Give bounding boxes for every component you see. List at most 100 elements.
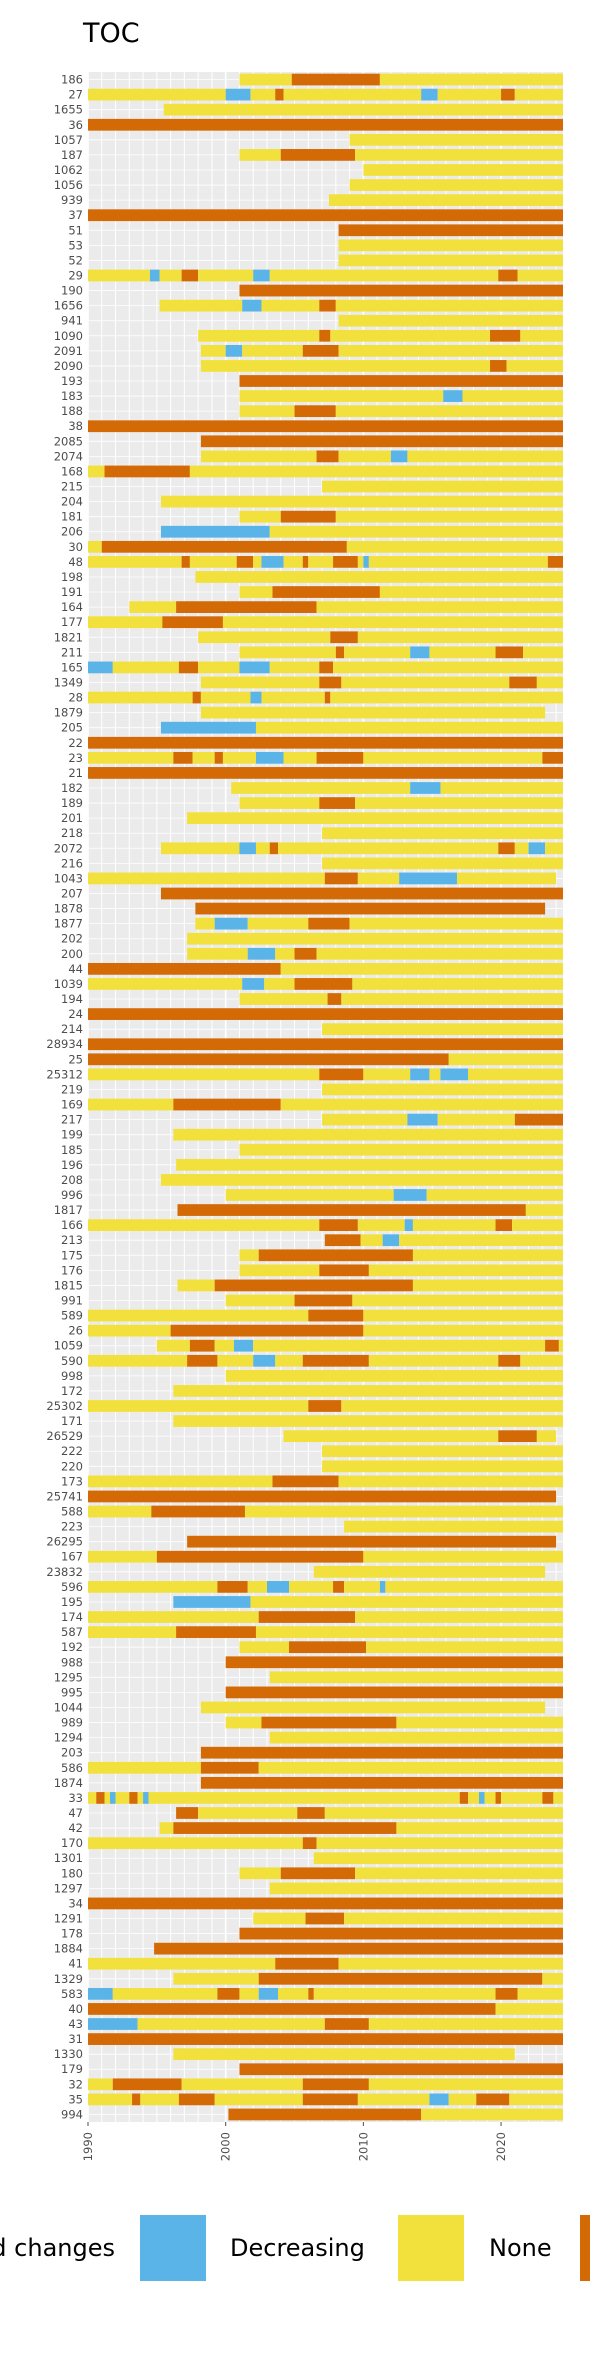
trend-segment <box>456 872 557 885</box>
trend-segment <box>88 872 325 885</box>
trend-segment <box>368 556 548 568</box>
trend-segment <box>368 2078 563 2091</box>
site-row <box>88 2033 563 2045</box>
trend-segment <box>163 103 563 116</box>
trend-segment <box>346 540 563 553</box>
site-row <box>173 1972 563 1985</box>
trend-segment <box>495 2003 563 2015</box>
site-row <box>156 1339 563 1352</box>
trend-segment <box>88 1611 259 1623</box>
y-tick-label: 22 <box>68 736 83 750</box>
site-row <box>269 1882 563 1895</box>
y-tick-label: 166 <box>61 1218 83 1232</box>
legend: and changes Decreasing None <box>0 2215 590 2281</box>
site-row <box>88 1792 563 1804</box>
site-row <box>322 1445 563 1458</box>
trend-segment <box>88 962 281 975</box>
site-row <box>88 1550 563 1563</box>
trend-segment <box>247 917 309 930</box>
trend-segment <box>324 2018 369 2030</box>
trend-segment <box>322 480 563 493</box>
site-row <box>239 375 563 387</box>
site-row <box>225 1686 563 1699</box>
trend-segment <box>198 631 331 644</box>
site-row <box>163 103 563 116</box>
trend-segment <box>192 751 215 764</box>
y-tick-label: 217 <box>61 1113 83 1127</box>
site-row <box>225 1656 563 1669</box>
trend-segment <box>160 842 240 855</box>
trend-segment <box>149 269 160 282</box>
trend-segment <box>272 1475 339 1488</box>
trend-segment <box>200 691 251 704</box>
trend-segment <box>239 646 336 659</box>
trend-segment <box>514 88 563 101</box>
y-tick-label: 23832 <box>46 1565 83 1579</box>
trend-segment <box>357 2093 430 2106</box>
site-row <box>322 1113 563 1126</box>
legend-key-increasing <box>580 2215 590 2281</box>
y-tick-label: 211 <box>61 645 83 659</box>
site-row <box>269 1731 563 1744</box>
site-row <box>88 1324 563 1337</box>
trend-segment <box>308 556 334 568</box>
trend-segment <box>239 2063 563 2076</box>
trend-segment <box>495 1792 502 1804</box>
trend-segment <box>225 1656 563 1669</box>
site-row <box>88 736 563 749</box>
trend-segment <box>156 1339 190 1352</box>
trend-segment <box>335 405 563 418</box>
trend-segment <box>412 1249 563 1262</box>
y-tick-label: 191 <box>61 585 83 599</box>
trend-segment <box>440 782 563 794</box>
trend-segment <box>88 1897 563 1910</box>
y-tick-label: 1301 <box>54 1851 83 1865</box>
y-tick-label: 186 <box>61 73 83 87</box>
trend-segment <box>159 269 182 282</box>
trend-segment <box>225 344 243 357</box>
y-tick-label: 202 <box>61 932 83 946</box>
site-row <box>160 887 563 900</box>
trend-segment <box>258 1761 563 1774</box>
y-tick-label: 28 <box>68 691 83 705</box>
y-tick-label: 164 <box>61 600 83 614</box>
trend-segment <box>239 73 292 86</box>
trend-segment <box>217 1581 248 1593</box>
trend-segment <box>222 616 563 629</box>
site-row <box>338 254 563 267</box>
y-tick-label: 1878 <box>54 902 83 916</box>
trend-segment <box>88 1837 303 1850</box>
y-tick-label: 29 <box>68 268 83 282</box>
trend-segment <box>495 1219 513 1232</box>
trend-segment <box>88 767 563 779</box>
trend-segment <box>498 269 518 282</box>
trend-segment <box>200 1761 259 1774</box>
legend-key-none <box>398 2215 464 2281</box>
site-row <box>88 616 563 629</box>
trend-segment <box>319 329 331 342</box>
trend-segment <box>349 133 563 146</box>
y-tick-label: 183 <box>61 389 83 403</box>
trend-segment <box>173 1415 564 1427</box>
y-tick-label: 1057 <box>54 133 83 147</box>
trend-segment <box>269 842 278 855</box>
trend-segment <box>88 269 150 282</box>
y-tick-label: 1291 <box>54 1912 83 1926</box>
trend-segment <box>302 1837 317 1850</box>
trend-segment <box>200 344 226 357</box>
y-tick-label: 48 <box>68 555 83 569</box>
site-row <box>239 510 563 523</box>
y-tick-label: 207 <box>61 887 83 901</box>
trend-segment <box>88 1038 563 1051</box>
y-tick-label: 1039 <box>54 977 83 991</box>
site-row <box>160 842 563 855</box>
trend-segment <box>363 164 563 176</box>
site-row <box>88 465 563 478</box>
y-tick-label: 174 <box>61 1610 83 1624</box>
site-row <box>173 1596 563 1608</box>
y-tick-label: 178 <box>61 1927 83 1941</box>
trend-segment <box>88 1550 157 1563</box>
y-tick-label: 169 <box>61 1098 83 1112</box>
y-tick-label: 36 <box>68 118 83 132</box>
site-row <box>88 88 563 101</box>
